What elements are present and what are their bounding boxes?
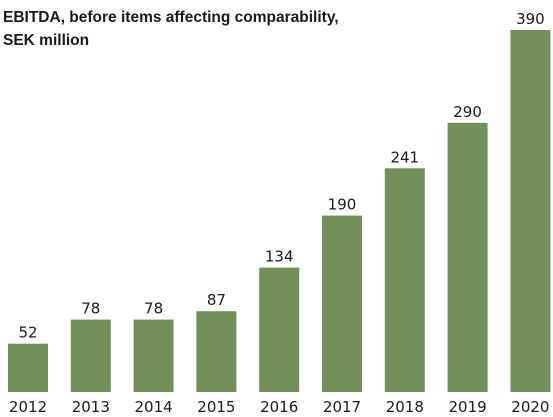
bar-2015 <box>196 311 237 392</box>
bar-2018 <box>384 168 425 392</box>
chart-title: EBITDA, before items affecting comparabi… <box>3 9 339 49</box>
bar-2016 <box>259 267 300 392</box>
value-label-2020: 390 <box>516 10 545 28</box>
bar-2014 <box>133 319 174 392</box>
value-label-2012: 52 <box>18 324 37 342</box>
category-label-2015: 2015 <box>197 398 235 416</box>
value-label-2014: 78 <box>144 300 163 318</box>
value-label-2019: 290 <box>453 103 482 121</box>
value-label-2015: 87 <box>207 291 226 309</box>
bar-2020 <box>510 30 551 392</box>
category-label-2018: 2018 <box>386 398 424 416</box>
category-label-2020: 2020 <box>511 398 549 416</box>
bar-2012 <box>8 343 48 392</box>
bar-2013 <box>70 319 111 392</box>
category-label-2017: 2017 <box>323 398 361 416</box>
category-label-2012: 2012 <box>9 398 47 416</box>
value-label-2018: 241 <box>390 148 419 166</box>
value-label-2017: 190 <box>328 196 357 214</box>
category-label-2013: 2013 <box>72 398 110 416</box>
value-label-2016: 134 <box>265 248 294 266</box>
bars-group <box>8 30 551 393</box>
value-labels-group: 52 78 78 87 134 190 241 290 390 <box>18 10 544 342</box>
bar-2017 <box>322 215 362 392</box>
category-label-2019: 2019 <box>449 398 487 416</box>
value-label-2013: 78 <box>81 300 100 318</box>
category-label-2016: 2016 <box>260 398 298 416</box>
category-label-2014: 2014 <box>135 398 173 416</box>
bar-2019 <box>447 122 488 393</box>
category-labels-group: 2012 2013 2014 2015 2016 2017 2018 2019 2020 <box>9 398 550 416</box>
